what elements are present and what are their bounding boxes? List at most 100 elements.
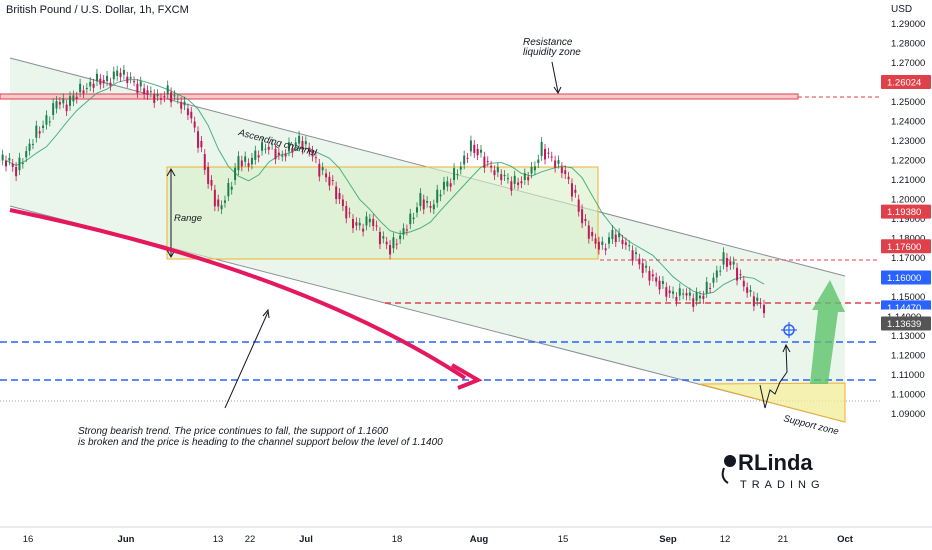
candle-body: [456, 174, 459, 176]
candle-body: [722, 252, 725, 265]
candle-body: [48, 121, 51, 123]
candle-body: [244, 156, 247, 162]
candle-body: [517, 182, 520, 185]
candle-body: [234, 167, 237, 180]
resistance-pointer-head: [553, 86, 562, 94]
candle-body: [42, 125, 45, 128]
candle-body: [500, 174, 503, 181]
candle-body: [634, 252, 637, 255]
candle-body: [271, 143, 274, 145]
candle-body: [540, 141, 543, 156]
candle-body: [237, 156, 240, 171]
candle-body: [52, 103, 55, 115]
candle-body: [665, 287, 668, 297]
x-tick-label: Oct: [837, 534, 854, 545]
candle-body: [547, 152, 550, 154]
candle-body: [591, 232, 594, 237]
candle-body: [287, 142, 290, 152]
candle-body: [281, 155, 284, 157]
candle-body: [550, 156, 553, 158]
candle-body: [106, 75, 109, 82]
candle-body: [1, 154, 4, 161]
candle-body: [116, 70, 119, 76]
linda-trading-logo: R Linda TRADING: [721, 450, 820, 491]
y-tick-label: 1.13000: [891, 331, 925, 342]
candle-body: [321, 167, 324, 171]
candle-body: [277, 152, 280, 155]
candle-body: [274, 148, 277, 160]
candle-body: [250, 157, 253, 165]
candle-body: [284, 154, 287, 157]
candle-body: [476, 148, 479, 156]
candle-body: [213, 189, 216, 207]
candle-body: [604, 248, 607, 251]
price-tag-bg: [881, 316, 931, 331]
candle-body: [341, 199, 344, 207]
candle-body: [746, 287, 749, 293]
candle-body: [143, 88, 146, 95]
candle-body: [62, 98, 65, 104]
candle-body: [638, 258, 641, 265]
candle-body: [35, 125, 38, 138]
candle-body: [459, 166, 462, 170]
candle-body: [675, 297, 678, 302]
candle-body: [79, 83, 82, 93]
candle-body: [82, 90, 85, 94]
x-tick-label: 21: [778, 534, 789, 545]
candle-body: [577, 199, 580, 212]
price-tag-label: 1.16000: [887, 273, 921, 284]
candle-body: [139, 81, 142, 87]
candle-body: [149, 91, 152, 93]
time-axis-ticks: 16 Jun 13 22 Jul 18 Aug 15 Sep 12 21 Oct: [23, 534, 854, 545]
candle-body: [203, 154, 206, 170]
candle-body: [405, 229, 408, 231]
crosshair-target-icon: [781, 322, 797, 338]
candle-body: [732, 261, 735, 265]
candle-body: [257, 155, 260, 158]
candle-body: [291, 148, 294, 153]
candle-body: [65, 104, 68, 112]
candle-body: [506, 178, 509, 180]
candle-body: [69, 96, 72, 106]
candle-body: [95, 73, 98, 82]
candle-body: [190, 111, 193, 119]
y-tick-label: 1.11000: [891, 370, 925, 381]
price-tag-bg: [881, 239, 931, 254]
candle-body: [752, 296, 755, 307]
price-tag-label: 1.13639: [887, 319, 921, 330]
candle-body: [560, 167, 563, 174]
range-label: Range: [174, 213, 202, 224]
projection-arrow-head: [782, 343, 791, 353]
candle-body: [45, 115, 48, 125]
candle-body: [247, 163, 250, 167]
candle-body: [672, 291, 675, 294]
analysis-note-line2: is broken and the price is heading to th…: [78, 437, 443, 448]
y-tick-label: 1.19000: [891, 214, 925, 225]
candle-body: [264, 148, 267, 150]
candle-body: [661, 280, 664, 284]
candle-body: [624, 242, 627, 245]
candle-body: [688, 292, 691, 296]
candle-body: [200, 141, 203, 148]
candle-body: [328, 176, 331, 186]
candle-body: [240, 160, 243, 167]
candle-body: [645, 265, 648, 268]
candle-body: [628, 245, 631, 247]
candle-body: [655, 277, 658, 282]
candle-body: [119, 72, 122, 78]
y-tick-label: 1.29000: [891, 19, 925, 30]
candle-body: [75, 96, 78, 99]
resistance-zone: [0, 93, 799, 100]
candle-body: [301, 141, 304, 150]
candle-body: [159, 98, 162, 100]
candle-body: [739, 274, 742, 276]
candle-body: [446, 181, 449, 187]
candle-body: [193, 121, 196, 128]
candle-body: [409, 213, 412, 225]
x-tick-label: 16: [23, 534, 34, 545]
y-tick-label: 1.17000: [891, 253, 925, 264]
candle-body: [55, 101, 58, 109]
candle-body: [763, 304, 765, 314]
candle-body: [611, 229, 614, 240]
